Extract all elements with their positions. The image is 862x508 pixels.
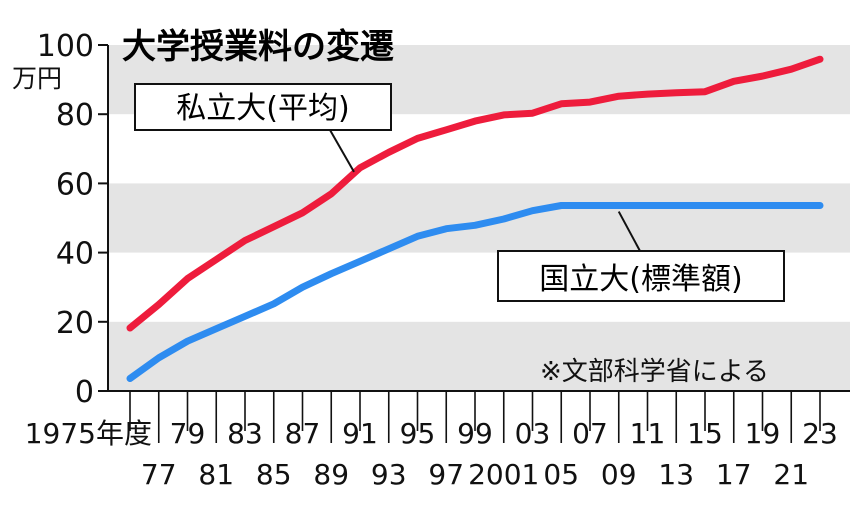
grid-band [108, 183, 850, 253]
series-label-box-private [134, 83, 392, 131]
grid-bands [108, 45, 850, 391]
x-tick-label: 21 [773, 458, 809, 491]
chart-title: 大学授業料の変遷 [122, 27, 394, 67]
series-labels: 私立大(平均) 国立大(標準額) [134, 83, 785, 302]
x-tick-label: 87 [285, 417, 321, 450]
y-tick-label: 60 [56, 167, 94, 202]
x-tick-label: 17 [716, 458, 752, 491]
x-tick-label: 85 [256, 458, 292, 491]
series-line-private [126, 55, 824, 332]
x-tick-label: 15 [687, 417, 723, 450]
series-callout-private [329, 129, 355, 173]
x-tick-label: 97 [428, 458, 464, 491]
series-line-national [126, 202, 824, 382]
x-tick-label: 11 [630, 417, 666, 450]
series-label-box-national [497, 250, 785, 302]
x-tick-label: 83 [227, 417, 263, 450]
series-label-national: 国立大(標準額) [539, 262, 742, 297]
x-tick-label: 2001 [468, 458, 539, 491]
x-tick-label: 77 [141, 458, 177, 491]
x-tick-label: 81 [198, 458, 234, 491]
y-tick-label: 40 [56, 237, 94, 272]
x-tick-label: 79 [170, 417, 206, 450]
grid-band [108, 321, 850, 391]
x-tick-label: 13 [658, 458, 694, 491]
y-axis-unit-label: 万円 [12, 64, 62, 93]
source-note: ※文部科学省による [540, 357, 769, 387]
axes: 0 20 40 60 80 100 1975年度 77 79 81 83 85 87 89 91 93 95 97… [25, 29, 850, 491]
y-tick-label: 80 [56, 98, 94, 133]
x-tick-label: 91 [342, 417, 378, 450]
series-label-private: 私立大(平均) [176, 91, 349, 126]
y-tick-label: 20 [56, 306, 94, 341]
x-tick-label: 19 [745, 417, 781, 450]
series-callout-national [617, 211, 641, 252]
x-tick-label: 93 [371, 458, 407, 491]
x-tick-label: 23 [802, 417, 838, 450]
y-tick-label: 100 [37, 29, 94, 64]
x-tick-label: 09 [601, 458, 637, 491]
x-tick-label: 99 [457, 417, 493, 450]
x-tick-label: 05 [543, 458, 579, 491]
x-tick-label: 1975年度 [25, 417, 152, 450]
x-tick-label: 07 [572, 417, 608, 450]
x-tick-label: 95 [400, 417, 436, 450]
x-tick-label: 89 [313, 458, 349, 491]
series-lines [126, 55, 824, 382]
y-tick-label: 0 [75, 375, 94, 410]
x-tick-label: 03 [515, 417, 551, 450]
